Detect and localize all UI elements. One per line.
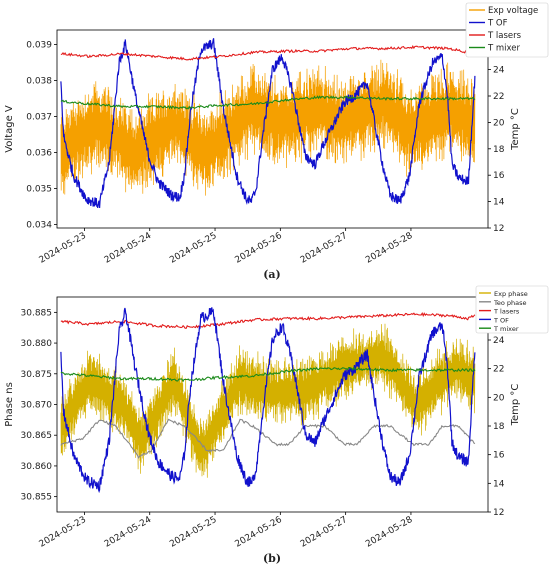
series-line-t-of [60, 38, 476, 209]
y2-tick-label: 16 [493, 451, 505, 461]
series-line-t-lasers [60, 45, 476, 61]
panel-caption: (b) [263, 552, 281, 565]
x-tick-label: 2024-05-25 [168, 515, 218, 550]
y2-tick-label: 14 [493, 479, 505, 489]
y2-tick-label: 24 [493, 66, 505, 76]
x-tick-label: 2024-05-26 [234, 231, 285, 266]
legend-label: Exp phase [494, 290, 528, 298]
legend-label: T OF [493, 316, 509, 324]
y2-tick-label: 18 [493, 422, 505, 432]
y-tick-label: 30.865 [21, 431, 53, 441]
y-tick-label: 0.036 [26, 148, 52, 158]
x-tick-label: 2024-05-23 [38, 231, 88, 266]
y-tick-label: 30.855 [21, 493, 53, 503]
chart-panel-b: 30.855 30.860 30.865 30.870 30.875 30.880 30.8… [4, 285, 549, 565]
y2-tick-label: 12 [493, 224, 504, 234]
series-line-t-lasers [60, 311, 476, 329]
y-tick-label: 30.885 [21, 308, 53, 318]
chart-panel-a: 0.034 0.035 0.036 0.037 0.038 0.039 12 14 16 18 20… [4, 2, 549, 281]
x-tick-label: 2024-05-25 [168, 231, 218, 266]
legend-label: Exp voltage [488, 6, 538, 16]
y-tick-label: 0.037 [26, 112, 52, 122]
x-tick-label: 2024-05-24 [103, 515, 154, 550]
y2-tick-label: 20 [493, 393, 505, 403]
y-tick-label: 0.039 [26, 40, 52, 50]
y-tick-label: 30.860 [21, 462, 53, 472]
y2-tick-label: 24 [493, 336, 505, 346]
plot-area [60, 307, 476, 494]
x-tick-label: 2024-05-27 [299, 515, 349, 550]
y-tick-label: 0.034 [26, 220, 52, 230]
y-tick-label: 30.870 [21, 401, 53, 411]
legend-box [475, 285, 549, 334]
series-line-exp-phase [60, 323, 476, 478]
x-tick-label: 2024-05-28 [364, 515, 415, 550]
series-line-t-mixer [60, 366, 476, 383]
legend-label: T mixer [493, 325, 519, 333]
legend-label: T mixer [487, 44, 521, 54]
x-tick-label: 2024-05-28 [364, 231, 415, 266]
plot-area [60, 38, 476, 209]
legend-label: T lasers [493, 308, 520, 316]
y-tick-label: 30.875 [21, 370, 53, 380]
y-axis-label: Phase ns [4, 382, 15, 427]
panel-caption: (a) [263, 268, 281, 281]
y2-tick-label: 14 [493, 198, 505, 208]
legend-label: T OF [487, 19, 508, 29]
legend-label: T lasers [487, 31, 522, 41]
y2-tick-label: 18 [493, 145, 505, 155]
x-tick-label: 2024-05-27 [299, 231, 349, 266]
y2-tick-label: 20 [493, 118, 505, 128]
legend-box [465, 2, 549, 58]
x-tick-label: 2024-05-24 [103, 231, 154, 266]
series-line-t-mixer [60, 95, 476, 110]
x-tick-label: 2024-05-26 [234, 515, 285, 550]
series-line-teo-phase [60, 418, 476, 460]
series-line-exp-voltage [60, 59, 476, 196]
y2-axis-label: Temp °C [510, 108, 521, 151]
y2-axis-label: Temp °C [510, 384, 521, 427]
y2-tick-label: 22 [493, 365, 504, 375]
y-tick-label: 0.035 [26, 184, 52, 194]
y-tick-label: 0.038 [26, 76, 52, 86]
x-tick-label: 2024-05-23 [38, 515, 88, 550]
y-axis-label: Voltage V [4, 105, 15, 153]
plot-frame [56, 29, 489, 229]
y2-tick-label: 16 [493, 171, 505, 181]
legend-label: Teo phase [493, 299, 527, 307]
series-line-t-of [60, 307, 476, 494]
y-tick-label: 30.880 [21, 339, 53, 349]
legend: Exp voltage T OF T lasers T mixer [465, 2, 549, 58]
y2-tick-label: 12 [493, 508, 504, 518]
y2-tick-label: 22 [493, 92, 504, 102]
